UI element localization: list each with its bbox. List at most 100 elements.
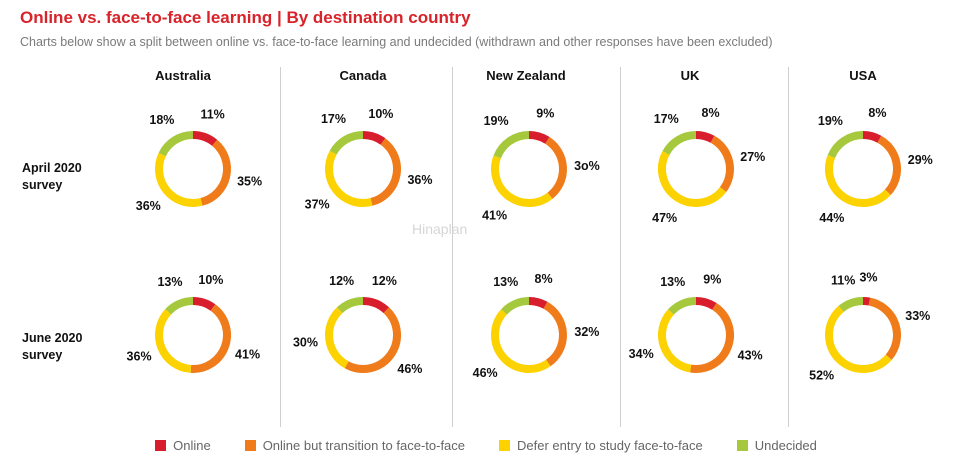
data-label-new-zealand-april-defer: 41% [482,209,507,223]
donut-segment-canada-april-defer [325,150,373,207]
country-header-uk: UK [680,68,700,83]
donut-segment-usa-april-undecided [827,131,864,159]
legend-item-transition: Online but transition to face-to-face [244,438,466,453]
donut-segment-australia-june-online [192,297,216,311]
legend-label-transition: Online but transition to face-to-face [262,438,466,453]
data-label-australia-april-defer: 36% [136,199,161,213]
data-label-new-zealand-june-online: 8% [535,272,553,286]
legend-label-defer: Defer entry to study face-to-face [517,438,703,453]
donut-segment-australia-june-transition [190,304,231,373]
donut-segment-uk-april-transition [710,135,734,193]
donut-segment-new-zealand-june-undecided [501,297,530,315]
donut-segment-usa-june-online [862,297,871,306]
legend: Online Online but transition to face-to-… [0,438,972,453]
country-header-canada: Canada [339,68,387,83]
donut-segment-usa-june-transition [868,297,901,360]
data-label-usa-april-online: 8% [868,106,886,120]
donut-segment-uk-june-undecided [668,297,697,315]
donut-segment-usa-april-transition [877,135,901,196]
chart-subtitle: Charts below show a split between online… [20,35,773,49]
data-label-uk-june-defer: 34% [629,347,654,361]
data-label-uk-june-undecided: 13% [660,275,685,289]
data-label-uk-april-transition: 27% [740,150,765,164]
data-label-canada-april-transition: 36% [407,173,432,187]
donut-segment-uk-april-defer [658,151,727,207]
data-label-australia-june-transition: 41% [235,348,260,362]
data-label-canada-june-transition: 46% [397,362,422,376]
data-label-usa-april-transition: 29% [908,153,933,167]
donut-segment-canada-june-undecided [336,297,364,314]
data-label-uk-june-transition: 43% [738,349,763,363]
data-label-usa-april-defer: 44% [819,211,844,225]
data-label-canada-june-online: 12% [372,274,397,288]
chart-title: Online vs. face-to-face learning | By de… [20,8,471,27]
donut-segment-new-zealand-april-online [528,131,550,144]
row-label-june-text: June 2020 survey [22,331,83,362]
donut-segment-australia-april-defer [155,152,203,207]
donut-segment-canada-june-transition [344,307,401,373]
country-header-usa: USA [849,68,877,83]
legend-label-online: Online [173,438,211,453]
donut-segment-australia-april-undecided [158,131,194,157]
country-header-new-zealand: New Zealand [486,68,566,83]
donut-segment-uk-june-defer [658,309,692,373]
row-label-april: April 2020 survey [22,160,82,194]
donut-segment-uk-june-online [695,297,717,310]
data-label-usa-june-undecided: 11% [831,273,855,287]
legend-swatch-undecided [736,440,748,451]
donut-segment-australia-june-defer [155,308,192,373]
donut-segment-canada-april-transition [370,138,401,206]
legend-swatch-online [155,440,167,451]
watermark: Hinaplan [412,221,468,237]
data-label-new-zealand-june-transition: 32% [574,325,599,339]
row-label-april-text: April 2020 survey [22,161,82,192]
legend-item-undecided: Undecided [736,438,817,453]
donut-segment-new-zealand-june-online [528,297,548,309]
data-label-usa-june-online: 3% [859,270,877,284]
column-divider [280,67,281,427]
data-label-canada-june-undecided: 12% [329,274,354,288]
data-label-new-zealand-april-undecided: 19% [484,114,509,128]
column-divider [620,67,621,427]
donut-segment-australia-april-online [192,131,218,147]
legend-swatch-transition [244,440,256,451]
data-label-australia-june-undecided: 13% [157,275,182,289]
donut-segment-usa-april-online [862,131,882,143]
data-label-australia-june-online: 10% [198,273,223,287]
data-label-canada-april-defer: 37% [305,198,330,212]
donut-segment-usa-june-defer [825,305,892,373]
donut-segment-usa-june-undecided [838,297,864,313]
donut-segment-canada-april-undecided [329,131,364,155]
data-label-usa-april-undecided: 19% [818,114,843,128]
donut-charts: 11% 35% 36% 18% 10% 36% 37% 17% 9% 3o% 41% 19% 8% 27%… [127,106,933,383]
donut-segment-canada-april-online [362,131,386,145]
donut-segment-usa-april-defer [825,155,891,207]
data-label-australia-june-defer: 36% [127,349,152,363]
data-label-new-zealand-june-undecided: 13% [493,275,518,289]
column-divider [788,67,789,427]
data-label-australia-april-undecided: 18% [149,113,174,127]
legend-item-defer: Defer entry to study face-to-face [499,438,703,453]
donut-segment-new-zealand-june-defer [491,309,551,373]
donut-segment-new-zealand-april-defer [491,155,553,207]
data-label-canada-june-defer: 30% [293,335,318,349]
data-label-uk-april-undecided: 17% [654,112,679,126]
data-label-australia-april-online: 11% [200,107,224,121]
data-label-usa-june-transition: 33% [905,309,930,323]
data-label-uk-june-online: 9% [703,272,721,286]
data-label-new-zealand-june-defer: 46% [473,366,498,380]
donut-segment-new-zealand-april-undecided [493,131,530,159]
donut-segment-new-zealand-june-transition [543,301,567,367]
data-label-uk-april-defer: 47% [652,211,677,225]
data-label-new-zealand-april-online: 9% [536,106,554,120]
data-label-australia-april-transition: 35% [237,175,262,189]
donut-segment-uk-april-online [695,131,715,143]
legend-swatch-defer [499,440,511,451]
donut-segment-australia-june-undecided [165,297,194,315]
donut-segment-uk-june-transition [690,303,734,373]
country-header-australia: Australia [155,68,211,83]
donut-segment-australia-april-transition [200,139,231,206]
data-label-canada-april-undecided: 17% [321,112,346,126]
data-label-usa-june-defer: 52% [809,369,834,383]
legend-label-undecided: Undecided [754,438,817,453]
